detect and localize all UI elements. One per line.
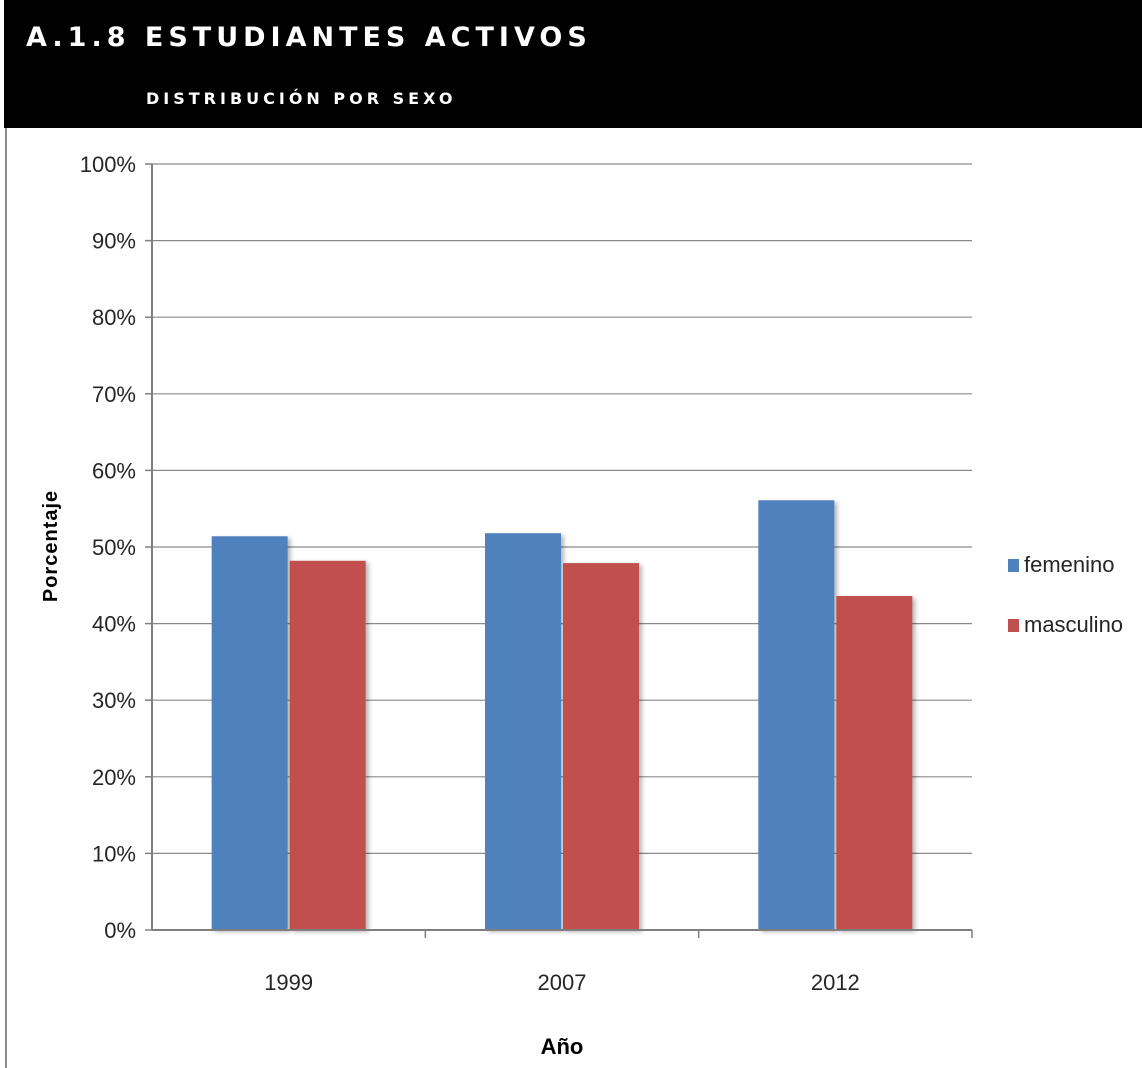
x-tick-label: 1999: [264, 970, 313, 995]
y-tick-labels: 0% 10% 20% 30% 40% 50% 60% 70% 80% 90% 100%: [80, 152, 136, 943]
y-tick-label: 90%: [92, 229, 136, 254]
bar-femenino-1999: [211, 536, 288, 930]
y-tick-label: 10%: [92, 841, 136, 866]
x-tick-label: 2012: [811, 970, 860, 995]
bar-femenino-2007: [485, 533, 561, 930]
legend-label-masculino: masculino: [1024, 612, 1123, 637]
y-tick-label: 60%: [92, 458, 136, 483]
y-tick-label: 100%: [80, 152, 136, 177]
bars: [211, 500, 913, 930]
y-tick-label: 70%: [92, 382, 136, 407]
y-tick-label: 0%: [104, 918, 136, 943]
section-subtitle: distribución por sexo: [146, 89, 457, 108]
bar-masculino-2012: [836, 596, 913, 930]
legend-swatch-masculino: [1008, 619, 1019, 632]
y-tick-label: 20%: [92, 765, 136, 790]
legend-label-femenino: femenino: [1024, 552, 1115, 577]
bar-masculino-2007: [563, 563, 639, 930]
bar-femenino-2012: [758, 500, 835, 930]
legend-swatch-femenino: [1008, 559, 1019, 572]
y-tick-label: 80%: [92, 305, 136, 330]
section-title: A.1.8 ESTUDIANTES ACTIVOS: [26, 22, 592, 53]
y-tick-label: 30%: [92, 688, 136, 713]
x-axis-title: Año: [541, 1034, 584, 1059]
axes: [145, 163, 973, 938]
legend: femenino masculino: [1008, 552, 1123, 637]
x-tick-labels: 1999 2007 2012: [264, 970, 860, 995]
y-tick-label: 50%: [92, 535, 136, 560]
bar-masculino-1999: [289, 560, 366, 930]
y-axis-title: Porcentaje: [40, 490, 62, 602]
y-tick-label: 40%: [92, 612, 136, 637]
gridlines: [152, 163, 972, 855]
x-tick-label: 2007: [538, 970, 587, 995]
chart-frame: [5, 128, 1142, 1068]
report-header: A.1.8 ESTUDIANTES ACTIVOS distribución p…: [4, 0, 1142, 128]
